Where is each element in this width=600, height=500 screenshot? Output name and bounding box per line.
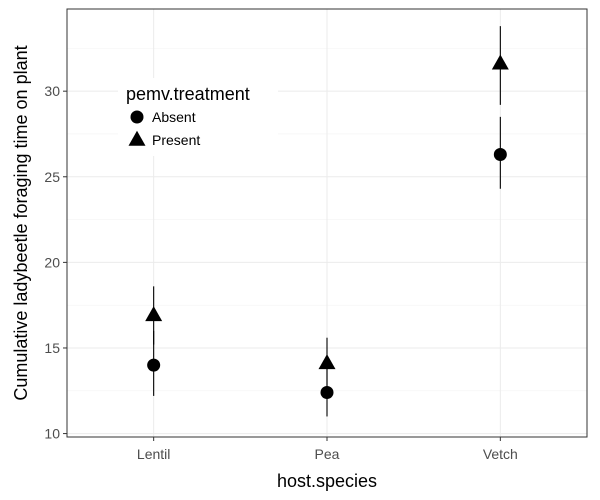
y-tick-label: 15 (44, 340, 60, 356)
point-circle (493, 148, 507, 162)
legend-label: Absent (152, 109, 196, 125)
legend-key-circle (130, 110, 144, 124)
y-axis-ticks: 10 15 20 25 30 (44, 83, 67, 442)
legend-title: pemv.treatment (126, 84, 250, 104)
point-circle (320, 385, 334, 399)
y-tick-label: 30 (44, 83, 60, 99)
point-circle (147, 358, 161, 372)
legend-key-triangle (128, 130, 146, 146)
y-tick-label: 20 (44, 254, 60, 270)
data-points (145, 54, 509, 399)
x-tick-label: Pea (315, 446, 340, 462)
legend-background (118, 78, 278, 156)
legend: pemv.treatment Absent Present (118, 78, 278, 156)
legend-items: Absent Present (128, 109, 200, 148)
point-triangle (491, 54, 509, 70)
x-tick-label: Lentil (137, 446, 170, 462)
legend-label: Present (152, 132, 200, 148)
x-axis-ticks: Lentil Pea Vetch (137, 437, 518, 462)
point-triangle (145, 306, 163, 322)
point-triangle (318, 354, 336, 370)
x-tick-label: Vetch (483, 446, 518, 462)
x-axis-title: host.species (277, 471, 377, 491)
y-tick-label: 10 (44, 426, 60, 442)
y-axis-title: Cumulative ladybeetle foraging time on p… (11, 45, 31, 400)
y-tick-label: 25 (44, 169, 60, 185)
